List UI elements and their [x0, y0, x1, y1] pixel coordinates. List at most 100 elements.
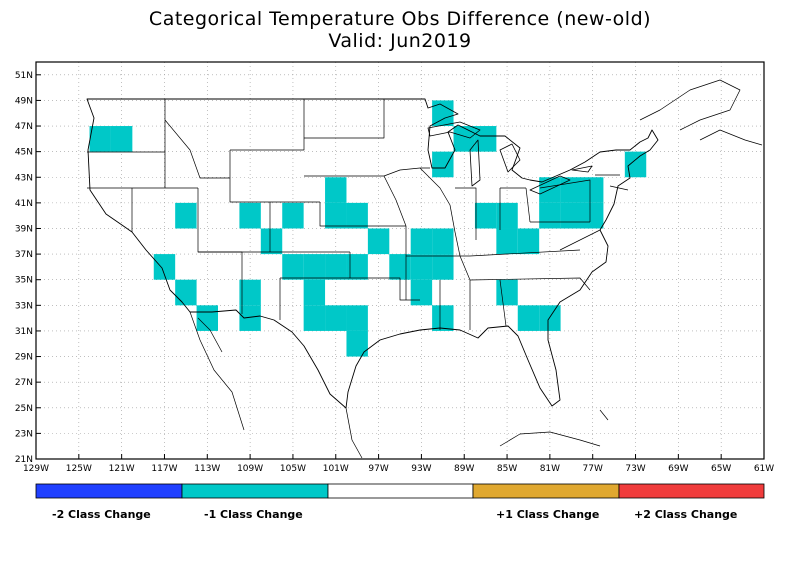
- lon-tick-label: 101W: [323, 464, 349, 474]
- anomaly-cell-minus1: [367, 228, 390, 255]
- lon-tick-label: 97W: [368, 464, 388, 474]
- anomaly-cell-minus1: [325, 177, 347, 203]
- anomaly-cell-minus1: [346, 254, 368, 280]
- lon-tick-label: 81W: [540, 464, 560, 474]
- lat-tick-label: 47N: [15, 122, 33, 132]
- lat-tick-label: 39N: [15, 224, 33, 234]
- lon-tick-label: 121W: [109, 464, 135, 474]
- anomaly-cell-minus1: [239, 279, 261, 306]
- lon-tick-label: 129W: [23, 464, 49, 474]
- state-lines: [87, 99, 629, 330]
- lat-tick-label: 45N: [15, 148, 33, 158]
- anomaly-cell-minus1: [346, 202, 368, 229]
- lon-tick-label: 109W: [237, 464, 263, 474]
- anomaly-cell-minus1: [539, 177, 561, 203]
- legend-plus2: +2 Class Change: [634, 508, 738, 521]
- lon-tick-label: 85W: [497, 464, 517, 474]
- lat-tick-label: 51N: [15, 71, 33, 81]
- anomaly-cell-minus1: [517, 305, 540, 331]
- lat-tick-label: 35N: [15, 276, 33, 286]
- lat-tick-label: 29N: [15, 353, 33, 363]
- anomaly-cell-minus1: [582, 202, 604, 229]
- anomaly-cell-minus1: [496, 279, 518, 306]
- lat-tick-label: 49N: [15, 96, 33, 106]
- lon-tick-label: 89W: [454, 464, 474, 474]
- anomaly-cell-minus1: [282, 202, 304, 229]
- anomaly-cell-minus1: [282, 254, 304, 280]
- anomaly-cell-minus1: [389, 254, 411, 280]
- anomaly-cell-minus1: [410, 228, 433, 255]
- anomaly-cell-minus1: [539, 305, 561, 331]
- lat-tick-label: 31N: [15, 327, 33, 337]
- anomaly-cell-minus1: [303, 305, 326, 331]
- anomaly-cell-minus1: [325, 202, 347, 229]
- lon-tick-label: 77W: [583, 464, 603, 474]
- lon-tick-label: 93W: [411, 464, 431, 474]
- anomaly-cell-minus1: [239, 202, 261, 229]
- color-bar-plus1: [472, 483, 620, 499]
- anomaly-cell-minus1: [303, 279, 326, 306]
- anomaly-cell-minus1: [496, 228, 518, 255]
- anomaly-cell-minus1: [303, 254, 326, 280]
- anomaly-cell-minus1: [260, 228, 283, 255]
- anomaly-cell-minus1: [346, 305, 368, 331]
- legend-minus2: -2 Class Change: [52, 508, 151, 521]
- anomaly-cell-minus1: [624, 151, 647, 178]
- color-bar-zero: [327, 483, 474, 499]
- anomaly-cell-minus1: [346, 330, 368, 357]
- color-bar-plus2: [618, 483, 765, 499]
- lat-tick-label: 23N: [15, 429, 33, 439]
- lat-tick-label: 25N: [15, 404, 33, 414]
- legend-minus1: -1 Class Change: [204, 508, 303, 521]
- anomaly-cell-minus1: [325, 305, 347, 331]
- lat-tick-label: 37N: [15, 250, 33, 260]
- lon-tick-label: 105W: [280, 464, 306, 474]
- anomaly-cell-minus1: [432, 254, 454, 280]
- anomaly-cell-minus1: [239, 305, 261, 331]
- anomaly-cell-minus1: [110, 126, 133, 152]
- great-lakes: [427, 121, 593, 195]
- lat-tick-label: 21N: [15, 455, 33, 465]
- lat-tick-label: 33N: [15, 301, 33, 311]
- lat-tick-label: 43N: [15, 173, 33, 183]
- lon-tick-label: 61W: [754, 464, 774, 474]
- map-title: Categorical Temperature Obs Difference (…: [148, 8, 652, 30]
- us-boundary: [86, 98, 659, 409]
- anomaly-cell-minus1: [432, 228, 454, 255]
- anomaly-cell-minus1: [560, 202, 582, 229]
- latitude-ticks: 51N 49N 47N 45N 43N 41N 39N 37N 35N 33N 31N 29N 27N 2…: [15, 71, 41, 465]
- lon-tick-label: 117W: [151, 464, 177, 474]
- anomaly-cell-minus1: [453, 126, 475, 152]
- lon-tick-label: 65W: [711, 464, 731, 474]
- anomaly-cell-minus1: [410, 279, 433, 306]
- anomaly-cell-minus1: [432, 100, 454, 127]
- lat-tick-label: 41N: [15, 199, 33, 209]
- anomaly-cell-minus1: [153, 254, 176, 280]
- plot-frame: [35, 61, 765, 460]
- anomaly-cell-minus1: [175, 202, 197, 229]
- anomaly-cell-minus1: [432, 305, 454, 331]
- anomaly-cell-minus1: [474, 126, 497, 152]
- anomaly-cell-minus1: [582, 177, 604, 203]
- anomaly-cell-minus1: [517, 228, 540, 255]
- lon-tick-label: 73W: [625, 464, 645, 474]
- anomaly-cell-minus1: [539, 202, 561, 229]
- lon-tick-label: 113W: [194, 464, 220, 474]
- anomaly-cells: [89, 100, 647, 357]
- lon-tick-label: 69W: [668, 464, 688, 474]
- anomaly-cell-minus1: [410, 254, 433, 280]
- lon-tick-label: 125W: [66, 464, 92, 474]
- color-bar-minus1: [181, 483, 329, 499]
- color-bar-minus2: [35, 483, 183, 499]
- anomaly-cell-minus1: [325, 254, 347, 280]
- map-subtitle: Valid: Jun2019: [328, 30, 472, 52]
- neighbor-coastlines: [189, 79, 763, 459]
- anomaly-cell-minus1: [432, 151, 454, 178]
- anomaly-cell-minus1: [496, 202, 518, 229]
- longitude-ticks: 129W 125W 121W 117W 113W 109W 105W 101W 97W 93W 89…: [23, 454, 774, 474]
- legend-plus1: +1 Class Change: [496, 508, 600, 521]
- color-bar: [35, 483, 765, 499]
- anomaly-cell-minus1: [560, 177, 582, 203]
- lat-tick-label: 27N: [15, 378, 33, 388]
